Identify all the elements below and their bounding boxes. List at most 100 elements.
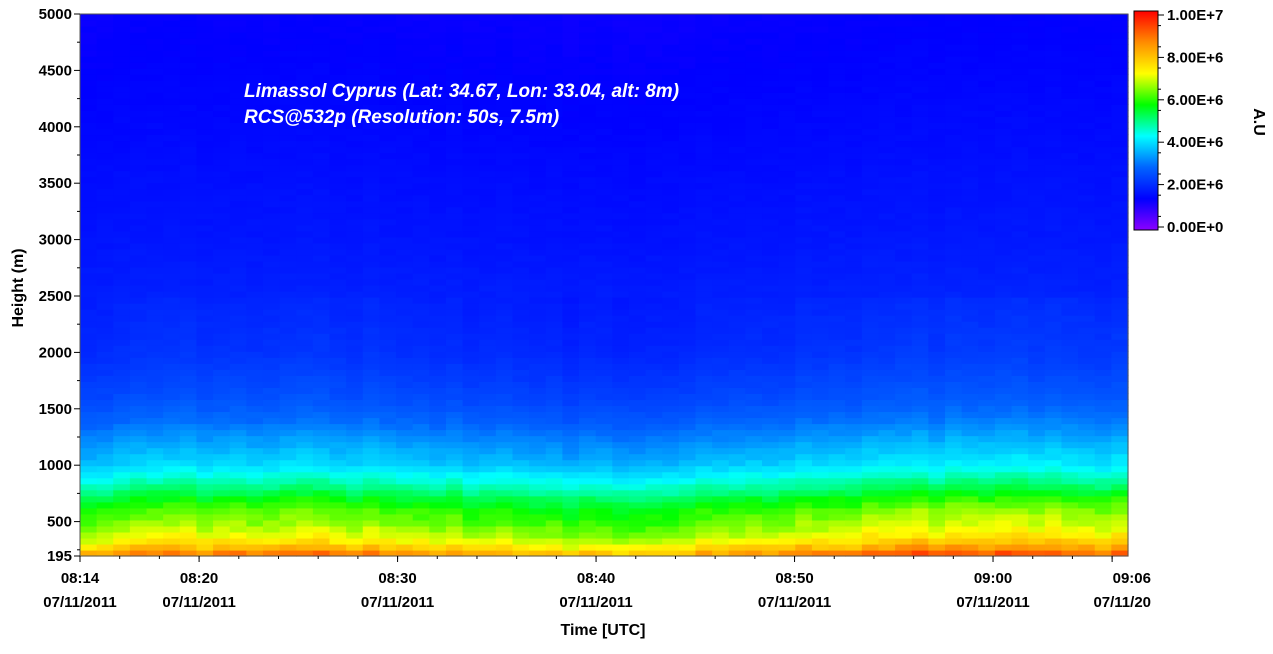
heatmap-cell <box>529 254 547 262</box>
heatmap-cell <box>246 62 264 69</box>
heatmap-cell <box>179 212 198 220</box>
heatmap-cell <box>246 519 264 527</box>
heatmap-cell <box>579 110 597 117</box>
heatmap-cell <box>861 254 880 262</box>
heatmap-cell <box>961 537 979 545</box>
heatmap-cell <box>329 254 347 262</box>
heatmap-cell <box>895 146 913 154</box>
heatmap-cell <box>96 86 114 93</box>
heatmap-cell <box>795 140 813 148</box>
heatmap-cell <box>828 333 846 340</box>
heatmap-cell <box>429 110 447 117</box>
heatmap-cell <box>346 14 364 21</box>
heatmap-cell <box>163 471 181 479</box>
heatmap-cell <box>346 182 364 190</box>
heatmap-cell <box>595 459 613 467</box>
heatmap-cell <box>795 80 813 87</box>
heatmap-cell <box>745 134 763 142</box>
heatmap-cell <box>445 98 464 105</box>
heatmap-cell <box>80 248 98 256</box>
heatmap-cell <box>296 459 314 467</box>
heatmap-cell <box>678 80 697 87</box>
heatmap-cell <box>445 549 464 557</box>
heatmap-cell <box>179 32 198 39</box>
heatmap-cell <box>878 170 896 178</box>
heatmap-cell <box>728 381 746 388</box>
heatmap-cell <box>379 357 397 364</box>
heatmap-cell <box>628 56 647 63</box>
heatmap-cell <box>179 393 198 401</box>
heatmap-cell <box>179 230 198 238</box>
heatmap-cell <box>678 98 697 105</box>
heatmap-cell <box>462 158 480 166</box>
heatmap-cell <box>396 375 414 382</box>
heatmap-cell <box>213 128 231 136</box>
heatmap-cell <box>113 182 131 190</box>
heatmap-cell <box>279 218 297 226</box>
heatmap-cell <box>978 303 996 310</box>
heatmap-cell <box>412 465 430 473</box>
heatmap-cell <box>562 405 580 413</box>
heatmap-cell <box>279 260 297 268</box>
heatmap-cell <box>113 435 131 443</box>
heatmap-cell <box>445 50 464 57</box>
heatmap-cell <box>96 291 114 298</box>
heatmap-cell <box>462 471 480 479</box>
heatmap-cell <box>645 194 663 202</box>
heatmap-cell <box>379 489 397 497</box>
heatmap-cell <box>795 291 813 298</box>
heatmap-cell <box>229 260 247 268</box>
heatmap-cell <box>246 50 264 57</box>
heatmap-cell <box>412 182 430 190</box>
heatmap-cell <box>695 110 713 117</box>
heatmap-cell <box>146 200 164 208</box>
heatmap-cell <box>628 375 647 382</box>
heatmap-cell <box>329 74 347 81</box>
heatmap-cell <box>645 56 663 63</box>
heatmap-cell <box>312 423 331 431</box>
heatmap-cell <box>728 393 746 401</box>
heatmap-cell <box>961 333 979 340</box>
heatmap-cell <box>445 248 464 256</box>
heatmap-cell <box>445 315 464 322</box>
heatmap-cell <box>196 441 214 449</box>
heatmap-cell <box>346 110 364 117</box>
heatmap-cell <box>595 321 613 328</box>
heatmap-cell <box>712 260 730 268</box>
heatmap-cell <box>828 104 846 111</box>
heatmap-cell <box>845 549 863 557</box>
heatmap-cell <box>113 309 131 316</box>
heatmap-cell <box>828 254 846 262</box>
heatmap-cell <box>628 254 647 262</box>
heatmap-cell <box>612 309 630 316</box>
heatmap-cell <box>928 537 946 545</box>
heatmap-cell <box>579 309 597 316</box>
heatmap-cell <box>196 164 214 172</box>
heatmap-cell <box>179 405 198 413</box>
heatmap-cell <box>994 369 1013 376</box>
heatmap-cell <box>712 158 730 166</box>
heatmap-cell <box>163 170 181 178</box>
heatmap-cell <box>811 447 830 455</box>
heatmap-cell <box>595 62 613 69</box>
heatmap-cell <box>545 236 564 244</box>
heatmap-cell <box>795 297 813 304</box>
heatmap-cell <box>678 363 697 370</box>
heatmap-cell <box>662 176 680 184</box>
heatmap-cell <box>512 483 530 491</box>
heatmap-cell <box>412 423 430 431</box>
heatmap-cell <box>396 230 414 238</box>
heatmap-cell <box>928 519 946 527</box>
heatmap-cell <box>296 357 314 364</box>
heatmap-cell <box>595 38 613 45</box>
heatmap-cell <box>279 495 297 503</box>
heatmap-cell <box>612 74 630 81</box>
heatmap-cell <box>628 393 647 401</box>
heatmap-cell <box>545 321 564 328</box>
heatmap-cell <box>811 507 830 515</box>
heatmap-cell <box>645 134 663 142</box>
heatmap-cell <box>845 429 863 437</box>
heatmap-cell <box>645 182 663 190</box>
heatmap-cell <box>978 465 996 473</box>
heatmap-cell <box>762 260 780 268</box>
